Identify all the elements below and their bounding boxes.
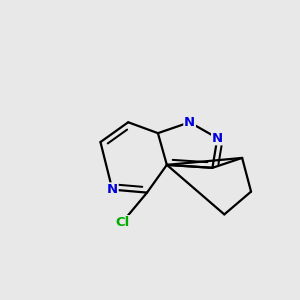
Text: Cl: Cl — [115, 216, 129, 229]
Text: N: N — [212, 132, 223, 145]
Text: N: N — [107, 183, 118, 196]
Text: N: N — [184, 116, 195, 129]
